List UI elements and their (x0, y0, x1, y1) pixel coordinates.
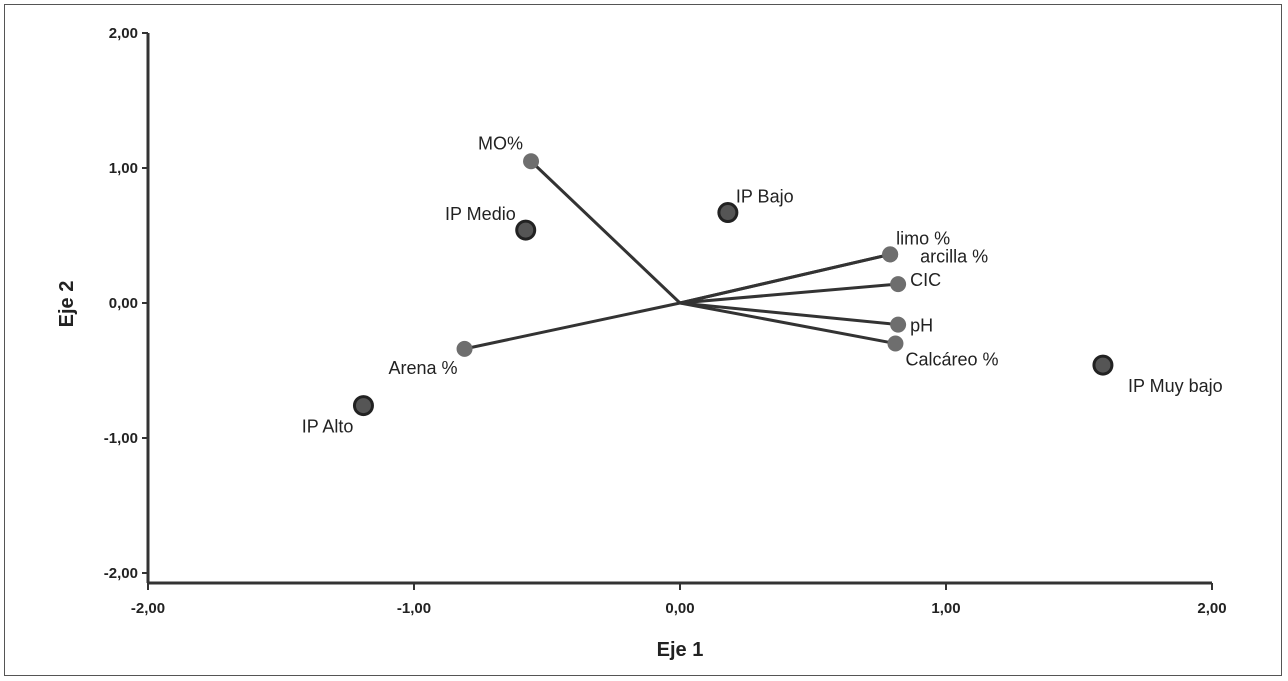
category-label: IP Bajo (736, 187, 794, 207)
category-point (717, 202, 739, 224)
x-tick-label: -1,00 (397, 600, 431, 617)
variable-label: pH (910, 316, 933, 336)
category-point (1092, 354, 1114, 376)
vector-line (679, 301, 899, 327)
variable-label: arcilla % (920, 246, 988, 266)
y-tick-label: 1,00 (109, 160, 138, 177)
vector-line (464, 301, 681, 351)
variable-point (890, 276, 907, 293)
y-tick-label: -1,00 (104, 430, 138, 447)
category-label: IP Muy bajo (1128, 376, 1223, 396)
points (352, 153, 1114, 417)
x-tick-label: 0,00 (665, 600, 694, 617)
variable-label: limo % (896, 228, 950, 248)
y-tick-label: 0,00 (109, 295, 138, 312)
vector-lines (464, 160, 899, 351)
variable-label: Calcáreo % (905, 350, 998, 370)
category-point (352, 395, 374, 417)
variable-point (890, 316, 907, 333)
x-axis-title: Eje 1 (657, 639, 704, 661)
variable-point (456, 340, 473, 357)
variable-label: Arena % (388, 358, 457, 378)
vector-line (530, 160, 682, 305)
x-tick-label: 2,00 (1197, 600, 1226, 617)
chart-frame (4, 4, 1282, 676)
y-tick-label: -2,00 (104, 565, 138, 582)
category-point (515, 219, 537, 241)
variable-point (523, 153, 540, 170)
y-tick-label: 2,00 (109, 25, 138, 42)
variable-point (882, 246, 899, 263)
category-label: IP Alto (302, 417, 354, 437)
vector-line (679, 252, 891, 305)
x-tick-label: -2,00 (131, 600, 165, 617)
variable-label: MO% (478, 133, 523, 153)
axes: 2,00 1,00 0,00 -1,00 -2,00 -2,00 -1,00 0,00 1,00… (104, 25, 1227, 617)
x-tick-label: 1,00 (931, 600, 960, 617)
y-axis-title: Eje 2 (56, 281, 78, 328)
variable-label: CIC (910, 270, 941, 290)
vector-line (679, 282, 899, 305)
variable-point (887, 335, 904, 352)
category-label: IP Medio (445, 204, 516, 224)
point-labels: MO% limo %arcilla % CIC pH Calcáreo % Arena %… (302, 133, 1223, 436)
vector-line (679, 301, 896, 345)
